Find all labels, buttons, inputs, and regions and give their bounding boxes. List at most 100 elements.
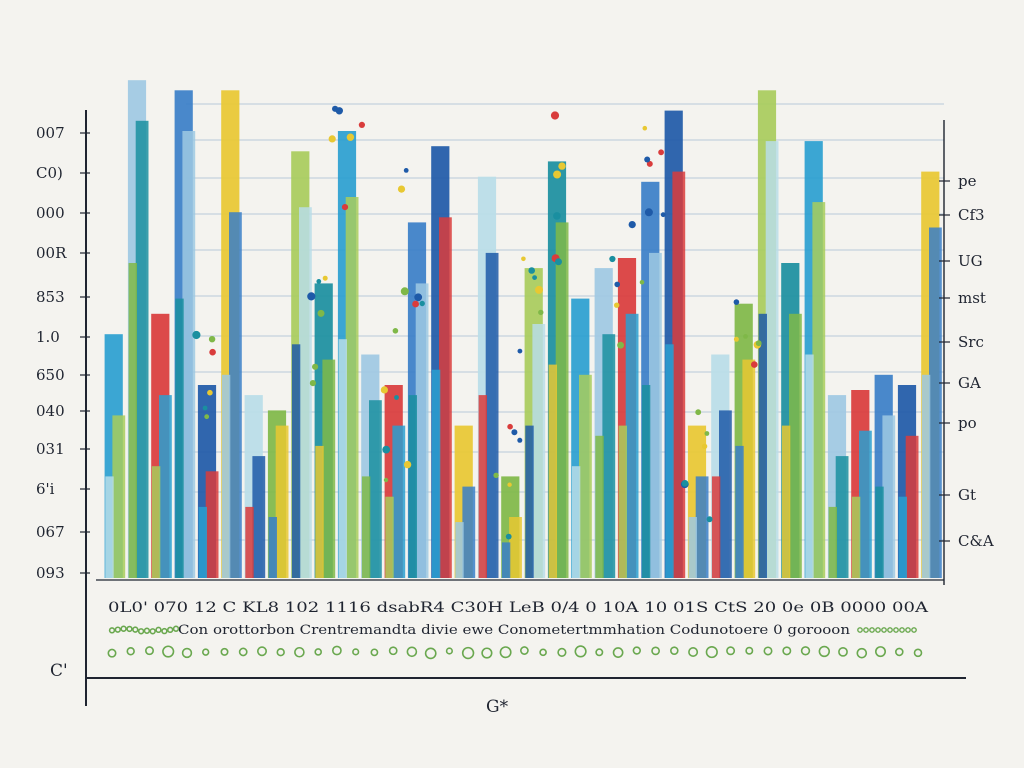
- bar: [485, 252, 499, 578]
- footer-dot: [763, 646, 773, 656]
- y-right-tick-label: po: [958, 414, 977, 432]
- droplet: [312, 363, 319, 370]
- y-tick-label: 040: [36, 402, 65, 420]
- bar: [618, 425, 627, 578]
- footer-dot: [370, 648, 379, 657]
- bar: [781, 425, 791, 578]
- footer-dot: [461, 646, 475, 660]
- footer-dot: [445, 647, 454, 655]
- footer-dot: [893, 627, 899, 633]
- bar: [905, 435, 919, 578]
- droplet: [493, 472, 499, 478]
- droplet: [208, 336, 216, 343]
- footer-dot: [424, 647, 437, 660]
- footer-dot: [352, 648, 360, 656]
- droplet: [614, 302, 620, 308]
- bar: [221, 374, 231, 578]
- footer-dot: [612, 647, 624, 658]
- bar: [625, 313, 639, 578]
- y-tick-label: 6'i: [36, 480, 55, 498]
- bar: [571, 466, 581, 578]
- droplet: [706, 516, 713, 523]
- bar: [929, 227, 942, 578]
- footer-dot: [632, 646, 641, 655]
- y-tick-label: 000: [36, 204, 65, 222]
- droplet: [755, 340, 762, 347]
- droplet: [307, 292, 316, 301]
- footer-dot: [875, 627, 881, 633]
- bar: [315, 445, 324, 578]
- footer-dot: [856, 647, 868, 659]
- bar: [431, 369, 441, 578]
- y-right-tick-label: GA: [958, 374, 981, 392]
- droplet: [505, 533, 512, 540]
- bar: [252, 456, 266, 578]
- bar: [548, 364, 557, 578]
- y-right-tick-label: Src: [958, 333, 984, 351]
- footer-dot: [161, 627, 168, 635]
- bar: [159, 395, 172, 578]
- droplet: [346, 133, 355, 141]
- footer-dot: [172, 625, 180, 632]
- droplet: [644, 208, 653, 217]
- droplet: [204, 414, 210, 420]
- droplet: [309, 380, 316, 387]
- footer-dot: [388, 646, 398, 656]
- droplet: [733, 299, 740, 305]
- bar: [602, 334, 616, 578]
- droplet: [322, 275, 328, 281]
- bar: [812, 202, 826, 578]
- droplet: [383, 477, 389, 483]
- droplet: [646, 160, 653, 167]
- y-tick-label: 00R: [36, 244, 67, 262]
- footer-dot: [137, 628, 145, 635]
- droplet: [403, 168, 409, 173]
- droplet: [528, 267, 535, 274]
- droplet: [382, 445, 391, 454]
- bar: [299, 207, 312, 578]
- droplet: [704, 431, 710, 436]
- bar: [455, 522, 464, 578]
- bar: [338, 339, 347, 578]
- y-tick-label: 007: [36, 124, 65, 142]
- droplet: [639, 280, 645, 285]
- droplet: [521, 256, 526, 262]
- footer-dot: [800, 646, 811, 656]
- y-right-tick-label: Gt: [958, 486, 976, 504]
- bar: [579, 374, 592, 578]
- bar: [361, 476, 371, 578]
- bar: [735, 445, 744, 578]
- bar: [758, 313, 767, 578]
- bar: [151, 466, 161, 578]
- footer-dot: [705, 645, 718, 659]
- bars: [104, 80, 942, 579]
- droplet: [553, 170, 562, 179]
- footer-dot-rows: [107, 625, 923, 660]
- footer-dot: [874, 646, 886, 658]
- footer-dot: [899, 627, 905, 633]
- footer-dot: [238, 647, 248, 657]
- bar: [291, 344, 301, 578]
- bar: [898, 496, 907, 578]
- bar: [345, 197, 359, 578]
- bar: [649, 252, 662, 578]
- y-axis-right-labels: pe Cf3 UG mst Src GA po Gt C&A: [939, 172, 994, 550]
- droplet: [192, 330, 201, 340]
- bar: [765, 141, 779, 578]
- footer-dot: [126, 647, 135, 656]
- bar: [205, 471, 219, 578]
- y-right-tick-label: pe: [958, 172, 977, 190]
- bar: [229, 212, 242, 578]
- droplet: [681, 480, 689, 487]
- x-tick-labels: 0L0' 070 12 C KL8 102 1116 dsabR4 C30H L…: [108, 600, 929, 616]
- droplet: [358, 121, 365, 128]
- y-right-tick-label: mst: [958, 289, 986, 307]
- footer-dot: [887, 627, 893, 633]
- bar: [695, 476, 709, 578]
- droplet: [628, 221, 636, 229]
- bar: [851, 496, 861, 578]
- footer-dot: [782, 646, 792, 656]
- droplet: [550, 111, 560, 120]
- y-right-tick-label: C&A: [958, 532, 994, 550]
